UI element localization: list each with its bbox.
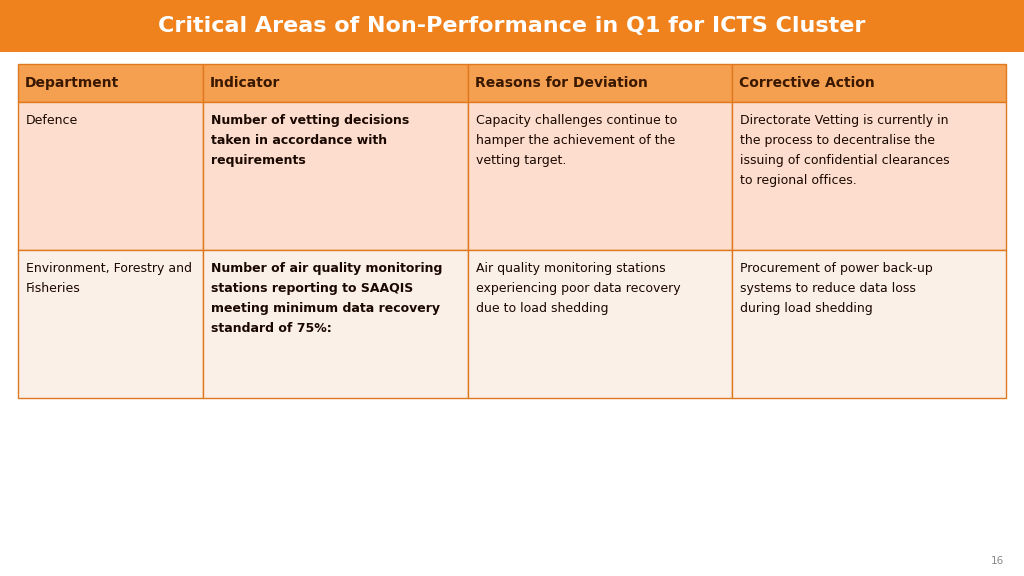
Text: 16: 16 [991,556,1004,566]
Text: Number of vetting decisions
taken in accordance with
requirements: Number of vetting decisions taken in acc… [211,114,409,167]
Bar [0,0,1024,52]
Text: Department: Department [25,76,119,90]
Text: Critical Areas of Non-Performance in Q1 for ICTS Cluster: Critical Areas of Non-Performance in Q1 … [159,16,865,36]
Bar [18,64,203,102]
Text: Air quality monitoring stations
experiencing poor data recovery
due to load shed: Air quality monitoring stations experien… [475,262,680,315]
Bar [732,64,1006,102]
Text: Indicator: Indicator [210,76,281,90]
Text: Defence: Defence [26,114,78,127]
Text: Capacity challenges continue to
hamper the achievement of the
vetting target.: Capacity challenges continue to hamper t… [475,114,677,167]
Bar [468,102,732,250]
Bar [732,250,1006,398]
Bar [203,250,468,398]
Bar [18,102,203,250]
Bar [468,250,732,398]
Text: Procurement of power back-up
systems to reduce data loss
during load shedding: Procurement of power back-up systems to … [740,262,933,315]
Bar [732,102,1006,250]
Bar [203,102,468,250]
Text: Environment, Forestry and
Fisheries: Environment, Forestry and Fisheries [26,262,193,295]
Bar [18,250,203,398]
Text: Corrective Action: Corrective Action [739,76,876,90]
Text: Reasons for Deviation: Reasons for Deviation [474,76,647,90]
Bar [468,64,732,102]
Text: Number of air quality monitoring
stations reporting to SAAQIS
meeting minimum da: Number of air quality monitoring station… [211,262,442,335]
Bar [203,64,468,102]
Text: Directorate Vetting is currently in
the process to decentralise the
issuing of c: Directorate Vetting is currently in the … [740,114,950,187]
